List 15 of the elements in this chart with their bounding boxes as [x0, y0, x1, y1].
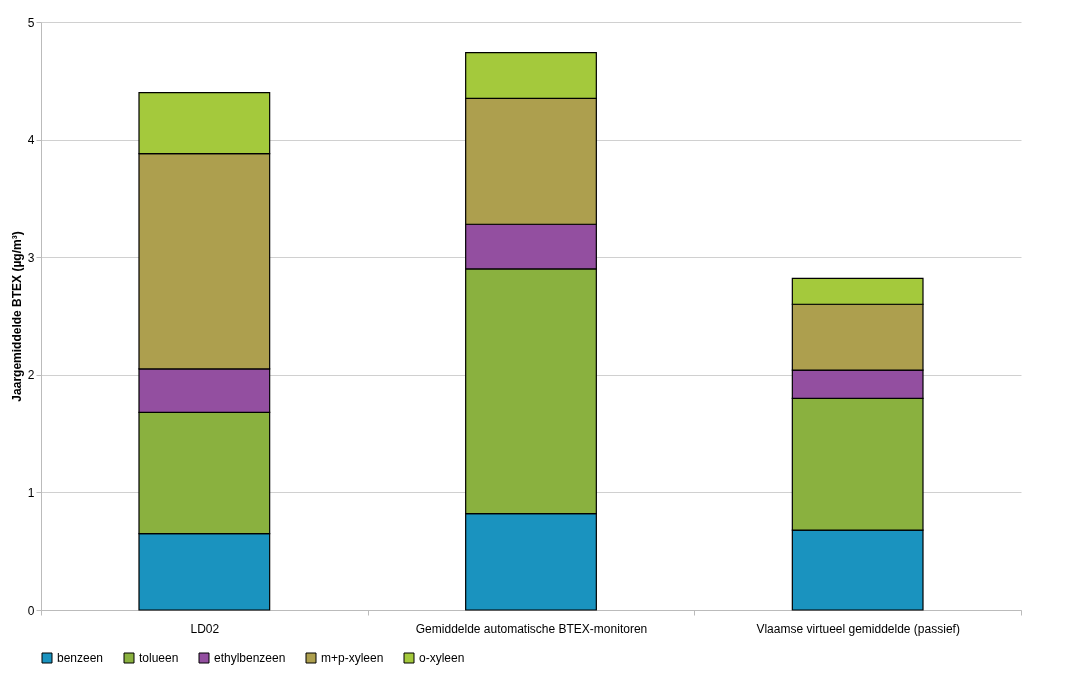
x-tick-label: LD02 [190, 621, 220, 636]
legend-label: o-xyleen [419, 651, 465, 665]
x-tick-label: Vlaamse virtueel gemiddelde (passief) [756, 621, 960, 636]
y-tick-label: 4 [27, 133, 35, 148]
y-tick-label: 3 [27, 250, 35, 265]
y-axis-title: Jaargemiddelde BTEX (µg/m³) [9, 231, 24, 402]
y-tick-label: 1 [27, 485, 35, 500]
x-tick-label: Gemiddelde automatische BTEX-monitoren [415, 621, 648, 636]
y-tick-label: 2 [27, 368, 35, 383]
legend-label: tolueen [139, 651, 179, 665]
y-tick-label: 0 [27, 603, 35, 618]
legend-label: ethylbenzeen [214, 651, 286, 665]
legend-label: benzeen [57, 651, 104, 665]
y-tick-label: 5 [27, 15, 35, 30]
legend-label: m+p-xyleen [321, 651, 384, 665]
